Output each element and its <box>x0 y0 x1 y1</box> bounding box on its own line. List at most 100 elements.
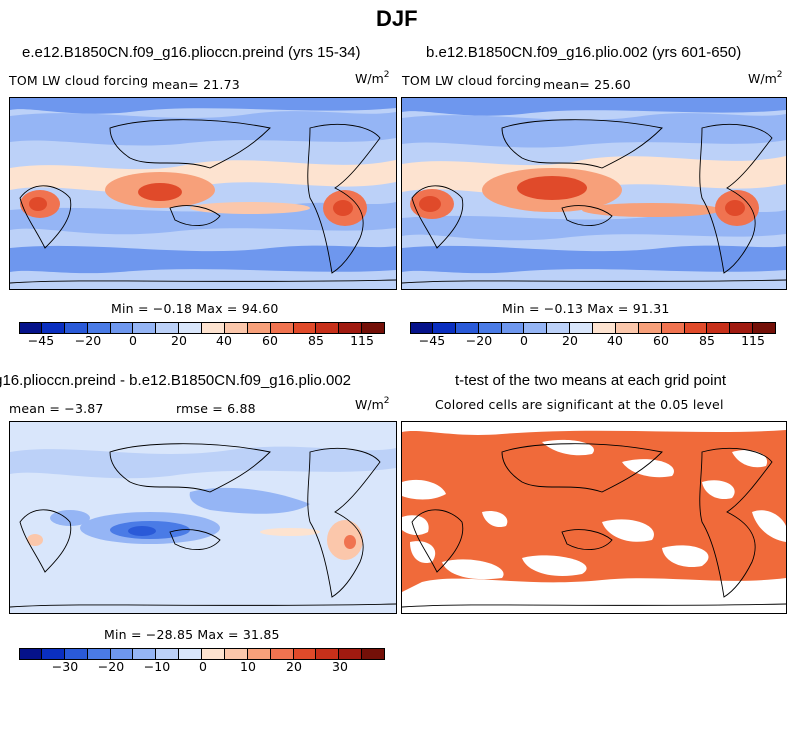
panel3-rmse-label: rmse = 6.88 <box>176 401 256 416</box>
colorbar-cell <box>110 322 134 334</box>
colorbar-cell <box>270 648 294 660</box>
panel3-tick: −10 <box>143 659 171 674</box>
panel4-ns-b <box>402 515 429 536</box>
panel2-tick: −20 <box>465 333 493 348</box>
panel1-mean-label: mean= 21.73 <box>152 77 240 92</box>
panel2-variable-label: TOM LW cloud forcing <box>402 73 542 88</box>
panel2-itcz <box>582 203 722 217</box>
panel1-variable-label: TOM LW cloud forcing <box>9 73 149 88</box>
colorbar-cell <box>339 322 363 334</box>
colorbar-cell <box>638 322 662 334</box>
colorbar-cell <box>179 322 202 334</box>
panel3-band-north <box>10 446 396 479</box>
panel1-tick: 85 <box>308 333 324 348</box>
colorbar-cell <box>615 322 639 334</box>
panel1-tick: 40 <box>216 333 232 348</box>
colorbar-cell <box>730 322 754 334</box>
panel1-tick: 60 <box>262 333 278 348</box>
panel2-coast <box>402 119 786 284</box>
panel3-tick: 30 <box>332 659 348 674</box>
panel2-tick: 40 <box>607 333 623 348</box>
panel3-tick: 20 <box>286 659 302 674</box>
colorbar-cell <box>156 322 180 334</box>
colorbar-cell <box>316 648 340 660</box>
colorbar-cell <box>19 648 42 660</box>
panel4-ns-j <box>702 480 735 500</box>
panel4-ns-k <box>752 510 786 542</box>
panel4-ns-n <box>732 449 768 468</box>
colorbar-cell <box>410 322 433 334</box>
panel3-blob-pac <box>189 487 310 514</box>
colorbar-cell <box>133 322 157 334</box>
panel4-ns-f <box>602 519 654 542</box>
panel4-title: t-test of the two means at each grid poi… <box>455 372 726 389</box>
panel1-title: e.e12.B1850CN.f09_g16.plioccn.preind (yr… <box>22 44 361 61</box>
colorbar-cell <box>570 322 593 334</box>
colorbar-cell <box>224 648 248 660</box>
panel2-title: b.e12.B1850CN.f09_g16.plio.002 (yrs 601-… <box>426 44 742 61</box>
colorbar-cell <box>432 322 456 334</box>
panel2-tick: 60 <box>653 333 669 348</box>
panel3-colorbar <box>19 648 385 660</box>
colorbar-cell <box>661 322 685 334</box>
panel2-amazon-core <box>725 200 745 216</box>
panel2-band-storm <box>402 98 786 116</box>
panel3-units: W/m2 <box>355 396 390 412</box>
colorbar-cell <box>41 648 65 660</box>
panel3-tick: −20 <box>97 659 125 674</box>
panel3-minmax: Min = −28.85 Max = 31.85 <box>104 627 280 642</box>
panel4-ns-m <box>402 578 786 613</box>
panel3-amazon-core <box>344 535 356 549</box>
colorbar-cell <box>316 322 340 334</box>
panel1-band-north <box>10 111 396 146</box>
panel3-tick: 0 <box>199 659 207 674</box>
panel3-title-clip: e.e12.B1850CN.f09_g16.plioccn.preind - b… <box>0 370 465 390</box>
panel2-map-svg <box>402 98 786 289</box>
colorbar-cell <box>362 648 385 660</box>
panel2-tick: −45 <box>418 333 446 348</box>
panel4-coast <box>402 443 786 608</box>
panel3-mean-label: mean = −3.87 <box>9 401 104 416</box>
panel3-africa-warm <box>27 534 43 546</box>
panel4-ns-d <box>442 559 504 580</box>
panel2-tick: 85 <box>699 333 715 348</box>
panel2-minmax: Min = −0.13 Max = 91.31 <box>502 301 670 316</box>
colorbar-cell <box>202 322 225 334</box>
colorbar-cell <box>247 322 271 334</box>
colorbar-cell <box>339 648 363 660</box>
panel1-tick: −45 <box>27 333 55 348</box>
colorbar-cell <box>547 322 571 334</box>
panel1-band-south <box>10 245 396 274</box>
colorbar-cell <box>684 322 708 334</box>
panel2-band-north <box>402 113 786 148</box>
colorbar-cell <box>501 322 525 334</box>
panel3-map-svg <box>10 422 396 613</box>
panel4-ns-arctic <box>402 422 786 435</box>
panel1-africa-core <box>29 197 47 211</box>
colorbar-cell <box>293 648 317 660</box>
panel2-africa-core <box>419 196 441 212</box>
colorbar-cell <box>478 322 502 334</box>
panel1-band-subtrop <box>10 160 396 193</box>
panel1-coast <box>10 119 396 284</box>
panel3-coast <box>10 443 396 608</box>
panel1-warmpool-core <box>138 183 182 201</box>
colorbar-cell <box>293 322 317 334</box>
colorbar-cell <box>202 648 225 660</box>
panel2-warmpool-core <box>517 176 587 200</box>
panel1-map-svg <box>10 98 396 289</box>
panel1-tick: 115 <box>350 333 374 348</box>
panel2-map <box>401 97 787 290</box>
colorbar-cell <box>707 322 731 334</box>
colorbar-cell <box>19 322 42 334</box>
colorbar-cell <box>179 648 202 660</box>
colorbar-cell <box>87 322 111 334</box>
panel2-tick: 0 <box>520 333 528 348</box>
colorbar-cell <box>64 322 88 334</box>
colorbar-cell <box>524 322 548 334</box>
panel4-ns-e <box>522 555 587 577</box>
panel4-subtitle: Colored cells are significant at the 0.0… <box>435 397 724 412</box>
panel1-itcz <box>190 202 310 214</box>
colorbar-cell <box>247 648 271 660</box>
panel4-nonsignificant-cells <box>402 422 786 613</box>
